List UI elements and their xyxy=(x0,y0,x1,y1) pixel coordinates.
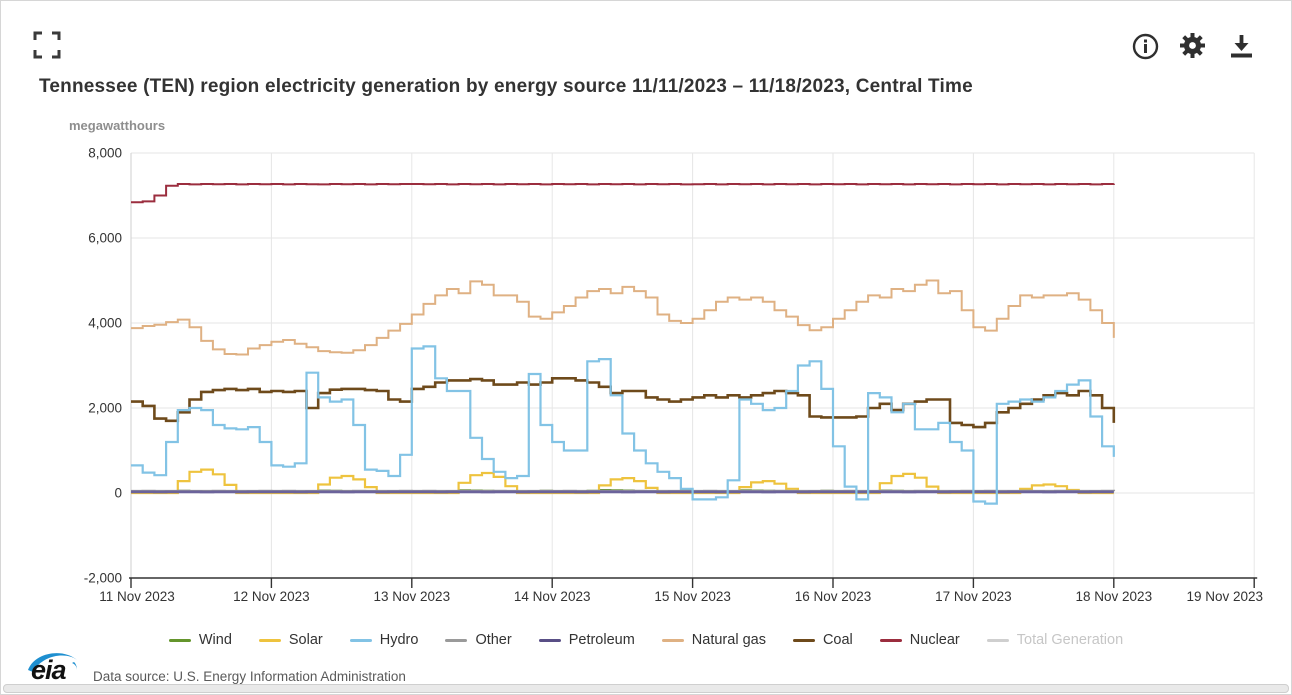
legend-swatch-nuclear xyxy=(879,638,902,642)
chart-plot-area[interactable]: 8,000 6,000 4,000 2,000 0 -2,000 11 Nov 2023 12… xyxy=(1,1,1292,626)
legend-label: Hydro xyxy=(379,632,419,648)
series-line-natural_gas xyxy=(131,279,1115,356)
legend-item-coal[interactable]: Coal xyxy=(792,632,853,648)
x-tick-label: 11 Nov 2023 xyxy=(99,589,175,604)
chart-legend: Wind Solar Hydro Other Petroleum Natural gas C… xyxy=(1,632,1291,648)
horizontal-scrollbar[interactable] xyxy=(3,684,1289,693)
legend-item-natural_gas[interactable]: Natural gas xyxy=(661,632,766,648)
page-title: Tennessee (TEN) region electricity gener… xyxy=(39,76,973,97)
eia-logo[interactable]: eia xyxy=(25,648,83,688)
legend-swatch-petroleum xyxy=(538,638,561,642)
legend-label: Natural gas xyxy=(691,632,766,648)
y-axis-unit-label: megawatthours xyxy=(69,118,166,133)
x-tick-label: 18 Nov 2023 xyxy=(1076,589,1153,604)
legend-item-hydro[interactable]: Hydro xyxy=(349,632,419,648)
legend-item-solar[interactable]: Solar xyxy=(258,632,323,648)
legend-item-petroleum[interactable]: Petroleum xyxy=(538,632,635,648)
download-icon[interactable] xyxy=(1227,32,1255,60)
y-tick-label: 4,000 xyxy=(88,316,122,331)
y-tick-label: -2,000 xyxy=(84,571,122,586)
legend-label: Nuclear xyxy=(909,632,960,648)
x-tick-label: 19 Nov 2023 xyxy=(1186,589,1263,604)
x-tick-label: 16 Nov 2023 xyxy=(795,589,872,604)
legend-label: Wind xyxy=(198,632,232,648)
download-glyph xyxy=(1230,34,1252,57)
fullscreen-brackets xyxy=(33,31,61,59)
y-tick-label: 2,000 xyxy=(88,401,122,416)
eia-logo-swoosh xyxy=(28,653,77,672)
gear-glyph xyxy=(1179,32,1205,58)
x-tick-label: 14 Nov 2023 xyxy=(514,589,591,604)
legend-label: Petroleum xyxy=(568,632,635,648)
legend-swatch-other xyxy=(445,638,468,642)
x-tick-label: 13 Nov 2023 xyxy=(374,589,451,604)
x-tick-label: 12 Nov 2023 xyxy=(233,589,310,604)
legend-swatch-solar xyxy=(258,638,281,642)
legend-swatch-natural_gas xyxy=(661,638,684,642)
gear-icon[interactable] xyxy=(1177,30,1207,60)
legend-swatch-coal xyxy=(792,638,815,642)
y-tick-label: 6,000 xyxy=(88,231,122,246)
footer: eia Data source: U.S. Energy Information… xyxy=(25,646,406,688)
legend-item-nuclear[interactable]: Nuclear xyxy=(879,632,960,648)
legend-label: Solar xyxy=(288,632,323,648)
legend-item-other[interactable]: Other xyxy=(445,632,512,648)
legend-swatch-wind xyxy=(168,638,191,642)
x-tick-label: 17 Nov 2023 xyxy=(935,589,1012,604)
eia-logo-text: eia xyxy=(31,655,67,685)
legend-swatch-hydro xyxy=(349,638,372,642)
y-tick-label: 8,000 xyxy=(88,146,122,161)
x-tick-label: 15 Nov 2023 xyxy=(654,589,731,604)
info-icon[interactable] xyxy=(1131,32,1159,60)
info-glyph xyxy=(1132,33,1158,59)
legend-swatch-total_generation xyxy=(986,638,1009,642)
data-source-text: Data source: U.S. Energy Information Adm… xyxy=(93,669,406,684)
series-line-nuclear xyxy=(131,183,1115,204)
legend-label: Coal xyxy=(822,632,853,648)
series-line-coal xyxy=(131,377,1116,429)
legend-label: Total Generation xyxy=(1016,632,1124,648)
y-tick-label: 0 xyxy=(114,486,122,501)
legend-label: Other xyxy=(475,632,512,648)
series-line-hydro xyxy=(131,345,1115,505)
fullscreen-icon[interactable] xyxy=(32,30,62,60)
legend-item-total_generation[interactable]: Total Generation xyxy=(986,632,1124,648)
legend-item-wind[interactable]: Wind xyxy=(168,632,232,648)
